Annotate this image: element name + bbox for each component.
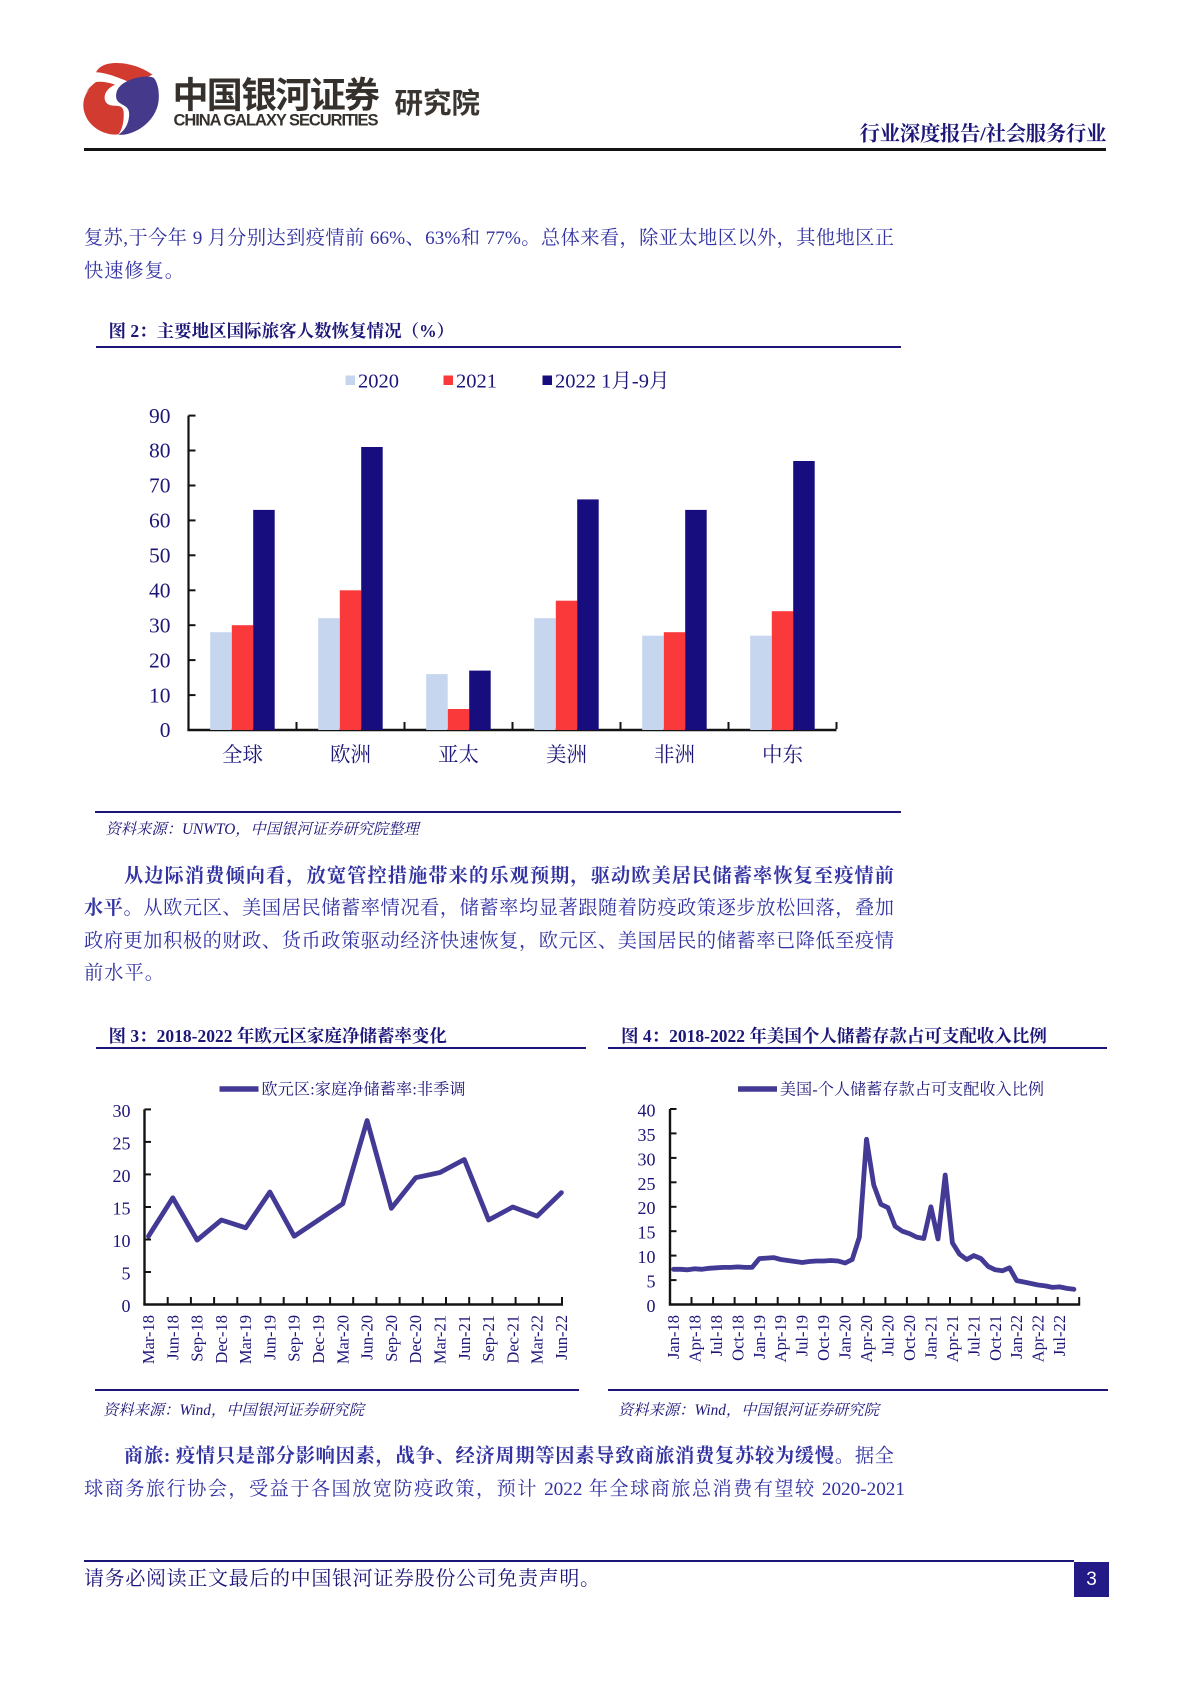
svg-text:Mar-19: Mar-19 bbox=[236, 1315, 255, 1364]
svg-text:10: 10 bbox=[113, 1231, 131, 1251]
svg-text:15: 15 bbox=[638, 1223, 656, 1243]
svg-text:5: 5 bbox=[647, 1272, 656, 1292]
svg-text:40: 40 bbox=[149, 579, 171, 603]
svg-text:2022 1月-9月: 2022 1月-9月 bbox=[555, 371, 669, 393]
svg-text:Jan-19: Jan-19 bbox=[750, 1315, 769, 1359]
svg-text:中国银河证券: 中国银河证券 bbox=[173, 75, 381, 116]
svg-text:非洲: 非洲 bbox=[654, 744, 695, 767]
svg-text:30: 30 bbox=[113, 1101, 131, 1121]
svg-text:25: 25 bbox=[113, 1133, 131, 1153]
svg-text:Jul-22: Jul-22 bbox=[1050, 1315, 1069, 1356]
svg-text:Jun-18: Jun-18 bbox=[163, 1315, 182, 1360]
svg-text:Oct-19: Oct-19 bbox=[814, 1315, 833, 1361]
svg-text:美国-个人储蓄存款占可支配收入比例: 美国-个人储蓄存款占可支配收入比例 bbox=[780, 1081, 1044, 1099]
svg-text:Sep-20: Sep-20 bbox=[382, 1315, 401, 1362]
svg-text:Dec-18: Dec-18 bbox=[212, 1315, 231, 1364]
svg-text:0: 0 bbox=[122, 1296, 131, 1316]
svg-text:30: 30 bbox=[638, 1149, 656, 1169]
svg-text:Mar-22: Mar-22 bbox=[528, 1315, 547, 1364]
svg-text:60: 60 bbox=[149, 509, 171, 533]
svg-text:Jan-22: Jan-22 bbox=[1007, 1315, 1026, 1359]
svg-text:行业深度报告/社会服务行业: 行业深度报告/社会服务行业 bbox=[860, 122, 1107, 146]
svg-text:Mar-21: Mar-21 bbox=[431, 1315, 450, 1364]
svg-text:Apr-18: Apr-18 bbox=[686, 1315, 705, 1362]
svg-text:Jun-22: Jun-22 bbox=[552, 1315, 571, 1360]
svg-text:Jul-20: Jul-20 bbox=[879, 1315, 898, 1356]
svg-text:Sep-19: Sep-19 bbox=[285, 1315, 304, 1362]
svg-text:欧洲: 欧洲 bbox=[330, 744, 371, 767]
svg-text:亚太: 亚太 bbox=[438, 744, 479, 767]
svg-text:25: 25 bbox=[638, 1174, 656, 1194]
svg-text:Oct-21: Oct-21 bbox=[986, 1315, 1005, 1361]
svg-text:0: 0 bbox=[160, 718, 171, 742]
svg-text:全球: 全球 bbox=[222, 744, 263, 767]
svg-text:Sep-18: Sep-18 bbox=[188, 1315, 207, 1362]
svg-text:研究院: 研究院 bbox=[395, 88, 481, 120]
svg-text:Mar-20: Mar-20 bbox=[333, 1315, 352, 1364]
svg-text:Mar-18: Mar-18 bbox=[139, 1315, 158, 1364]
svg-text:2020: 2020 bbox=[358, 371, 399, 393]
svg-text:Dec-21: Dec-21 bbox=[503, 1315, 522, 1364]
svg-text:Oct-18: Oct-18 bbox=[728, 1315, 747, 1361]
svg-text:2021: 2021 bbox=[456, 371, 497, 393]
svg-text:Jun-20: Jun-20 bbox=[358, 1315, 377, 1360]
svg-text:30: 30 bbox=[149, 613, 171, 637]
svg-text:Apr-21: Apr-21 bbox=[943, 1315, 962, 1362]
svg-text:Jul-21: Jul-21 bbox=[964, 1315, 983, 1356]
svg-text:Dec-20: Dec-20 bbox=[406, 1315, 425, 1364]
svg-text:中东: 中东 bbox=[762, 744, 803, 767]
svg-text:10: 10 bbox=[149, 683, 171, 707]
svg-text:Jan-20: Jan-20 bbox=[836, 1315, 855, 1359]
svg-text:20: 20 bbox=[149, 648, 171, 672]
svg-text:美洲: 美洲 bbox=[546, 744, 587, 767]
svg-text:Dec-19: Dec-19 bbox=[309, 1315, 328, 1364]
svg-text:15: 15 bbox=[113, 1199, 131, 1219]
svg-text:Jun-19: Jun-19 bbox=[260, 1315, 279, 1360]
svg-text:Jul-18: Jul-18 bbox=[707, 1315, 726, 1356]
svg-text:50: 50 bbox=[149, 544, 171, 568]
svg-text:Oct-20: Oct-20 bbox=[900, 1315, 919, 1361]
svg-text:Jan-18: Jan-18 bbox=[664, 1315, 683, 1359]
svg-text:Apr-19: Apr-19 bbox=[771, 1315, 790, 1362]
svg-text:Jul-19: Jul-19 bbox=[793, 1315, 812, 1356]
svg-text:40: 40 bbox=[638, 1101, 656, 1121]
svg-text:70: 70 bbox=[149, 474, 171, 498]
svg-text:Jun-21: Jun-21 bbox=[455, 1315, 474, 1360]
svg-text:0: 0 bbox=[647, 1296, 656, 1316]
svg-text:90: 90 bbox=[149, 404, 171, 428]
svg-text:Sep-21: Sep-21 bbox=[479, 1315, 498, 1362]
svg-text:5: 5 bbox=[122, 1264, 131, 1284]
svg-text:35: 35 bbox=[638, 1125, 656, 1145]
svg-text:Apr-20: Apr-20 bbox=[857, 1315, 876, 1362]
svg-text:10: 10 bbox=[638, 1247, 656, 1267]
svg-text:20: 20 bbox=[113, 1166, 131, 1186]
svg-text:CHINA GALAXY SECURITIES: CHINA GALAXY SECURITIES bbox=[174, 112, 379, 130]
svg-text:20: 20 bbox=[638, 1198, 656, 1218]
svg-text:80: 80 bbox=[149, 439, 171, 463]
svg-text:Jan-21: Jan-21 bbox=[921, 1315, 940, 1359]
svg-text:欧元区:家庭净储蓄率:非季调: 欧元区:家庭净储蓄率:非季调 bbox=[262, 1081, 466, 1099]
svg-text:Apr-22: Apr-22 bbox=[1029, 1315, 1048, 1362]
